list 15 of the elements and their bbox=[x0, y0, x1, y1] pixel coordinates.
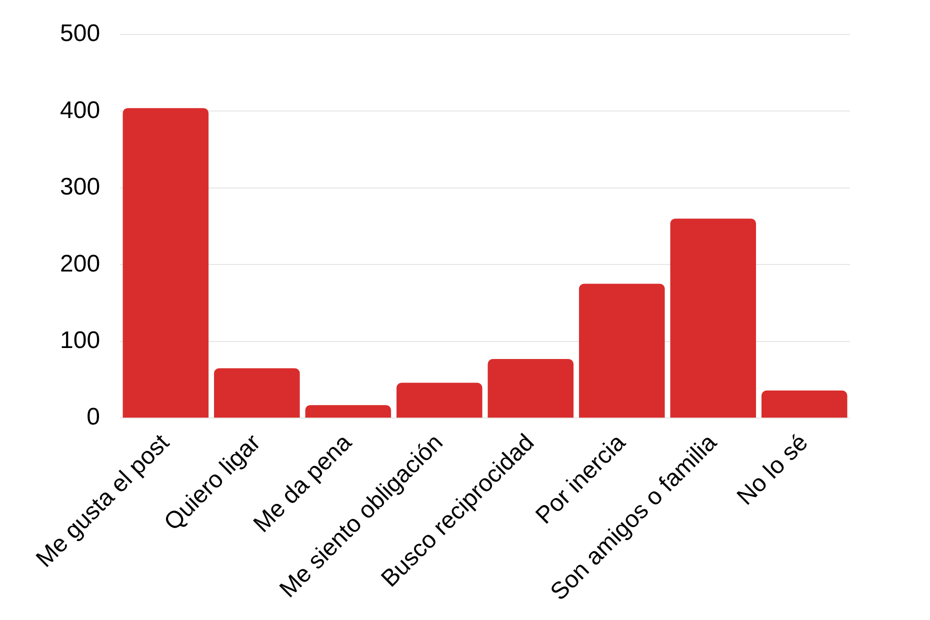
y-tick-label: 400 bbox=[60, 96, 100, 124]
bar bbox=[761, 390, 848, 418]
y-tick-label: 100 bbox=[60, 326, 100, 354]
y-tick-label: 200 bbox=[60, 250, 100, 278]
y-tick-label: 0 bbox=[86, 404, 100, 431]
y-tick-label: 500 bbox=[60, 20, 100, 48]
bar bbox=[670, 218, 756, 418]
bar bbox=[396, 382, 482, 418]
y-tick-label: 300 bbox=[60, 174, 100, 201]
bar bbox=[488, 359, 574, 418]
bar bbox=[122, 108, 209, 418]
bar bbox=[305, 405, 392, 418]
bar bbox=[579, 284, 665, 418]
bar bbox=[214, 368, 300, 418]
x-tick-label: No lo sé bbox=[732, 429, 814, 510]
